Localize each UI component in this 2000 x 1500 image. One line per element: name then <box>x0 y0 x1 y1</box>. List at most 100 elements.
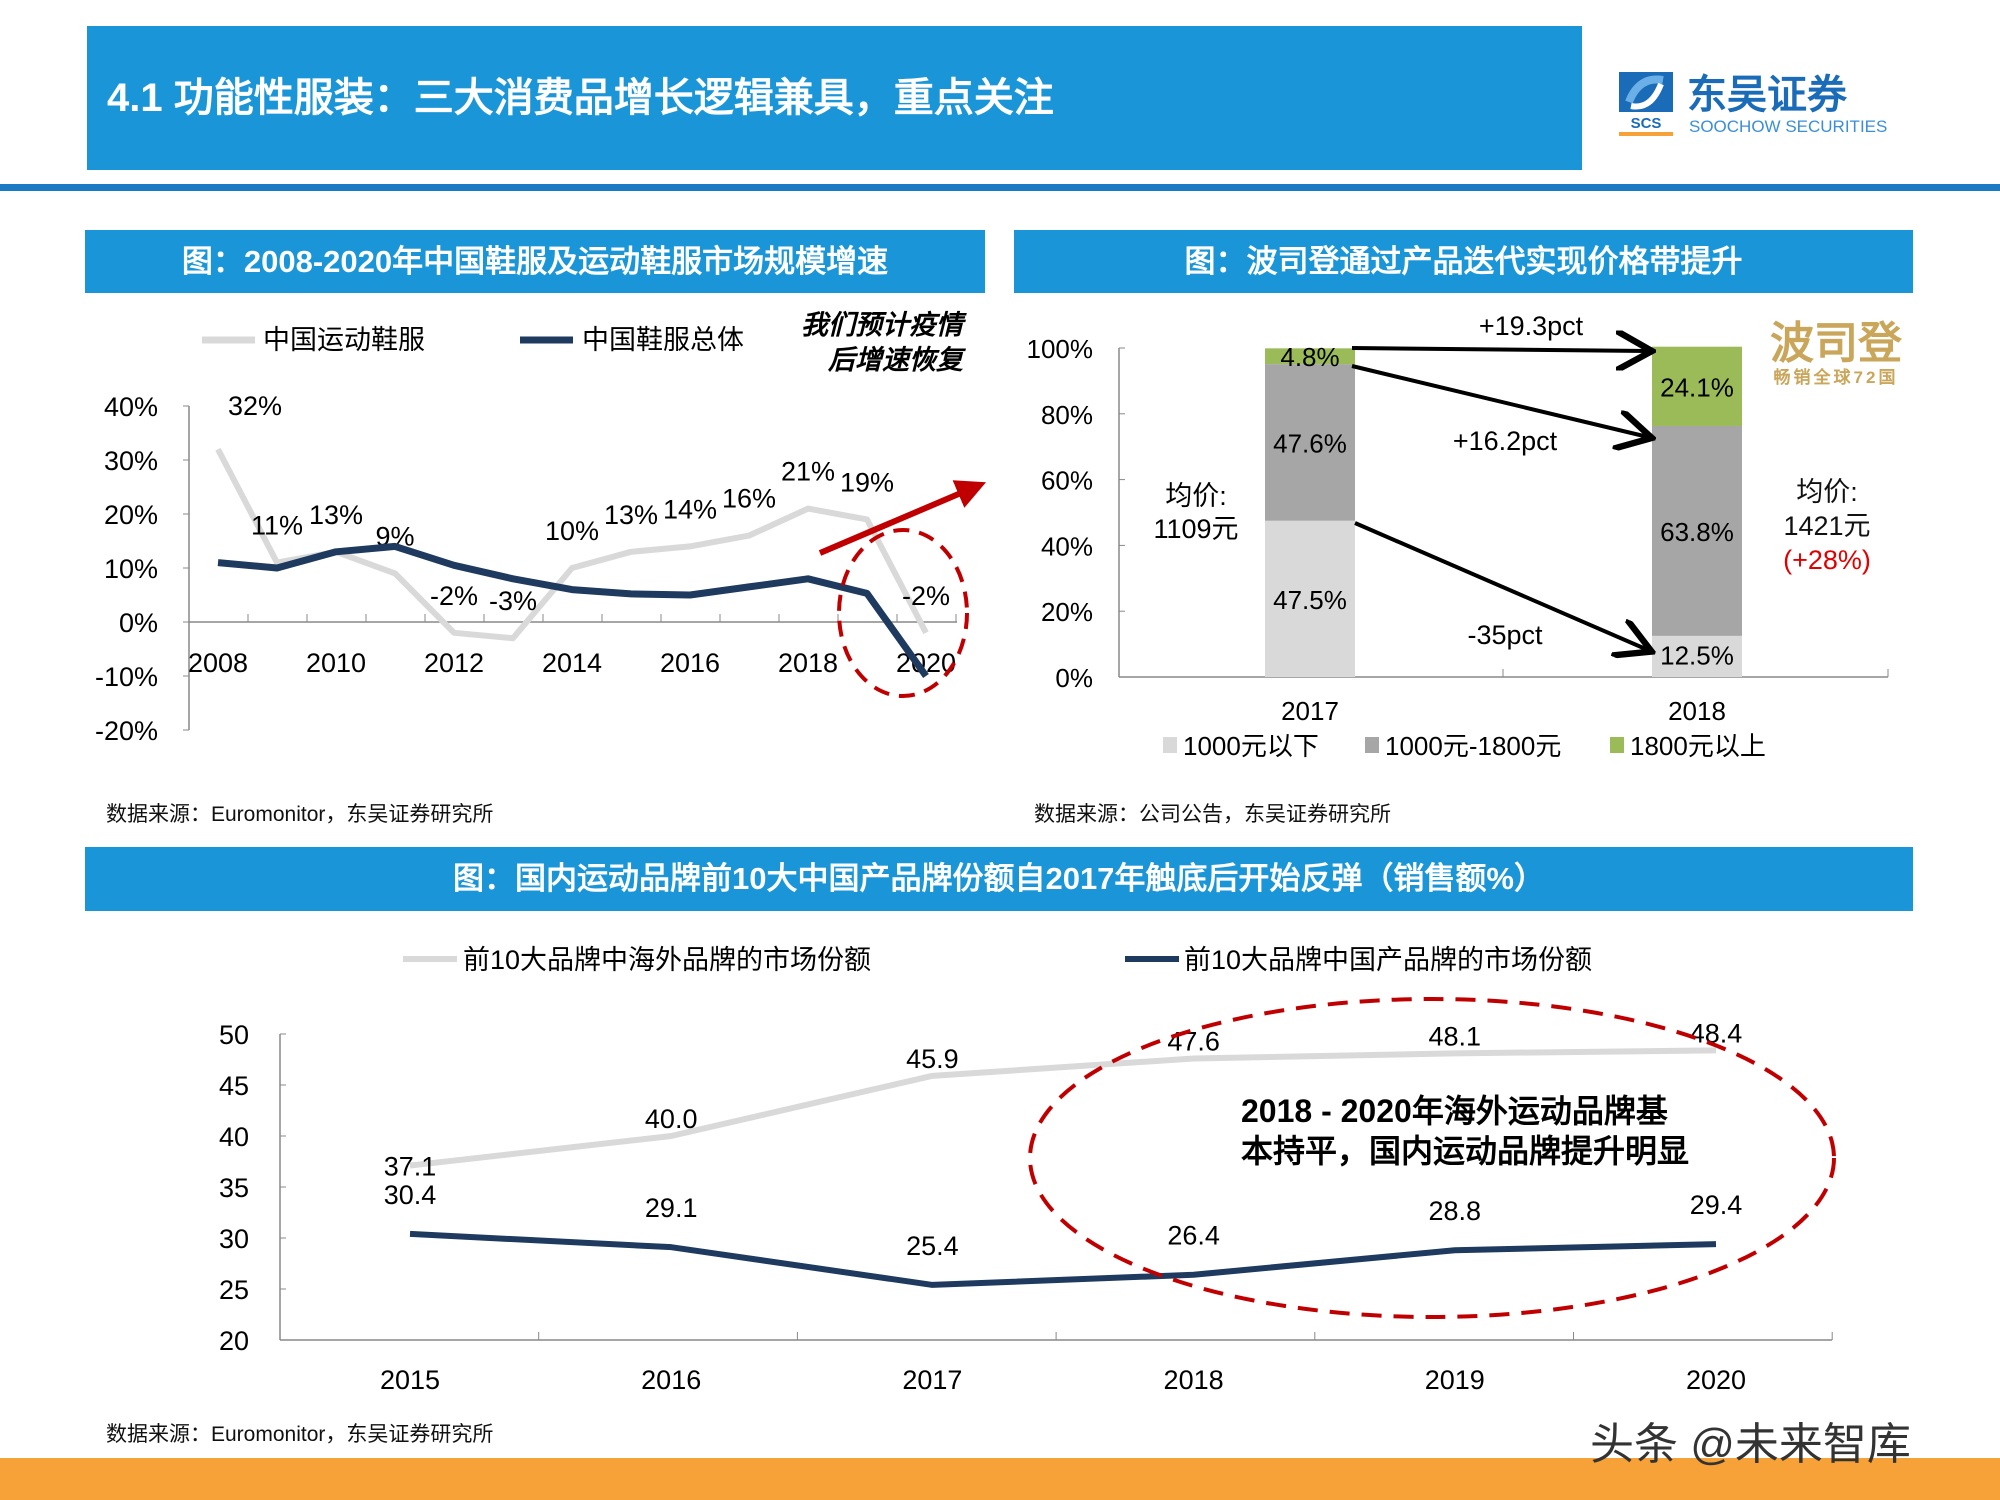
legend-label: 1800元以上 <box>1630 731 1766 761</box>
data-label: 26.4 <box>1167 1221 1220 1251</box>
avg-price-left: 1109元 <box>1153 514 1238 544</box>
left-chart-title: 图：2008-2020年中国鞋服及运动鞋服市场规模增速 <box>85 230 985 293</box>
x-tick-label: 2008 <box>188 648 248 678</box>
y-tick-label: 100% <box>1027 334 1094 364</box>
bosideng-logo: 波司登 <box>1770 319 1903 368</box>
x-tick-label: 2018 <box>1164 1365 1224 1395</box>
bar-segment <box>1652 346 1742 426</box>
legend-label: 1000元以下 <box>1183 731 1319 761</box>
bottom-chart-title: 图：国内运动品牌前10大中国产品牌份额自2017年触底后开始反弹（销售额%） <box>85 847 1913 911</box>
y-tick-label: 30 <box>219 1224 249 1254</box>
annotation-text: 我们预计疫情 <box>801 310 967 340</box>
y-tick-label: 25 <box>219 1275 249 1305</box>
left-source: 数据来源：Euromonitor，东吴证券研究所 <box>106 803 494 826</box>
annotation-text: 本持平，国内运动品牌提升明显 <box>1241 1133 1689 1169</box>
y-tick-label: 40 <box>219 1122 249 1152</box>
legend-swatch <box>1365 737 1379 753</box>
x-tick-label: 2017 <box>1281 696 1339 726</box>
data-label: 21% <box>781 457 835 487</box>
data-label: 10% <box>545 516 599 546</box>
x-tick-label: 2020 <box>1686 1365 1746 1395</box>
y-tick-label: 0% <box>119 608 158 638</box>
bar-segment <box>1265 520 1355 677</box>
bar-label: 4.8% <box>1280 342 1339 372</box>
y-tick-label: 60% <box>1041 466 1093 496</box>
data-label: 45.9 <box>906 1044 959 1074</box>
x-tick-label: 2012 <box>424 648 484 678</box>
legend-label: 前10大品牌中国产品牌的市场份额 <box>1184 945 1592 975</box>
change-arrow-icon <box>1354 521 1648 650</box>
data-label: 40.0 <box>645 1104 698 1134</box>
bar-label: 47.5% <box>1273 585 1347 615</box>
y-tick-label: 35 <box>219 1173 249 1203</box>
bosideng-slogan: 畅销全球72国 <box>1774 367 1899 387</box>
data-label: 16% <box>722 484 776 514</box>
y-tick-label: 20% <box>1041 597 1093 627</box>
x-tick-label: 2019 <box>1425 1365 1485 1395</box>
bar-label: 24.1% <box>1660 372 1734 402</box>
bar-label: 47.6% <box>1273 428 1347 458</box>
bar-segment <box>1265 364 1355 521</box>
legend-label: 中国运动鞋服 <box>263 325 425 355</box>
trend-arrow-icon <box>818 480 987 556</box>
soochow-logo: SCS 东吴证券 SOOCHOW SECURITIES <box>1617 68 1907 138</box>
data-label: -3% <box>489 586 537 616</box>
change-arrow-icon <box>1351 348 1648 351</box>
y-tick-label: 10% <box>104 554 158 584</box>
x-tick-label: 2018 <box>778 648 838 678</box>
data-label: 48.1 <box>1429 1021 1482 1051</box>
data-label: 28.8 <box>1429 1196 1482 1226</box>
bar-segment <box>1265 348 1355 365</box>
legend-label: 前10大品牌中海外品牌的市场份额 <box>463 945 871 975</box>
y-tick-label: 40% <box>104 392 158 422</box>
data-label: -2% <box>902 581 950 611</box>
avg-price-left: 均价: <box>1165 481 1227 511</box>
y-tick-label: 30% <box>104 446 158 476</box>
data-label: 13% <box>309 500 363 530</box>
watermark: 头条 @未来智库 <box>1590 1420 1911 1469</box>
legend-label: 中国鞋服总体 <box>582 325 744 355</box>
avg-price-right: 1421元 <box>1783 511 1870 541</box>
x-tick-label: 2016 <box>641 1365 701 1395</box>
bottom-bar <box>0 1458 2000 1500</box>
data-label: 19% <box>840 467 894 497</box>
bottom-source: 数据来源：Euromonitor，东吴证券研究所 <box>106 1423 494 1446</box>
x-tick-label: 2015 <box>380 1365 440 1395</box>
y-tick-label: -20% <box>95 716 158 746</box>
y-tick-label: 50 <box>219 1020 249 1050</box>
data-label: 25.4 <box>906 1231 959 1261</box>
soochow-logo-mark-icon: SCS 东吴证券 SOOCHOW SECURITIES <box>1619 72 1887 136</box>
x-tick-label: 2016 <box>660 648 720 678</box>
bar-label: 12.5% <box>1660 640 1734 670</box>
data-label: 14% <box>663 494 717 524</box>
right-chart-title: 图：波司登通过产品迭代实现价格带提升 <box>1014 230 1913 293</box>
page-title: 4.1 功能性服装：三大消费品增长逻辑兼具，重点关注 <box>107 76 1054 120</box>
legend-swatch <box>1610 737 1624 753</box>
change-label: +19.3pct <box>1479 311 1584 341</box>
bar-segment <box>1652 635 1742 677</box>
y-tick-label: 20% <box>104 500 158 530</box>
highlight-ellipse <box>1028 997 1836 1319</box>
legend-label: 1000元-1800元 <box>1385 731 1561 761</box>
data-label: 47.6 <box>1167 1026 1220 1056</box>
avg-price-right: (+28%) <box>1783 545 1871 575</box>
y-tick-label: 45 <box>219 1071 249 1101</box>
data-label: 30.4 <box>384 1180 437 1210</box>
data-label: 11% <box>251 511 303 541</box>
y-tick-label: 80% <box>1041 400 1093 430</box>
header-bar: 4.1 功能性服装：三大消费品增长逻辑兼具，重点关注 <box>87 26 1582 170</box>
annotation-text: 后增速恢复 <box>827 345 966 375</box>
header-divider <box>0 184 2000 191</box>
data-label: 32% <box>228 391 282 421</box>
data-label: 29.1 <box>645 1193 698 1223</box>
x-tick-label: 2014 <box>542 648 602 678</box>
x-tick-label: 2010 <box>306 648 366 678</box>
series-line-domestic <box>409 1230 1717 1288</box>
data-label: 29.4 <box>1690 1190 1743 1220</box>
x-tick-label: 2017 <box>902 1365 962 1395</box>
series-line-overseas <box>409 1047 1717 1169</box>
highlight-ellipse <box>837 528 969 698</box>
logo-cn: 东吴证券 <box>1687 73 1848 117</box>
x-tick-label: 2018 <box>1668 696 1726 726</box>
